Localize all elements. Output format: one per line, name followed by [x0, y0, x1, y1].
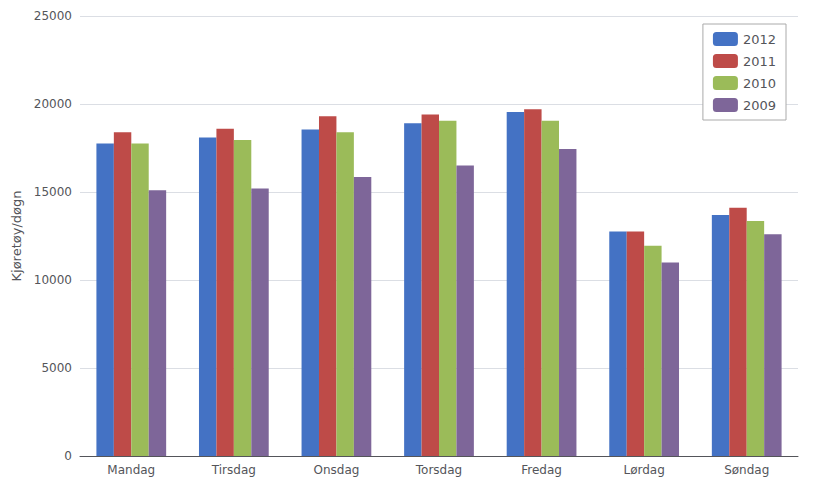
svg-text:Torsdag: Torsdag [415, 463, 462, 477]
svg-text:2009: 2009 [743, 98, 776, 113]
svg-text:0: 0 [64, 449, 72, 463]
svg-text:Fredag: Fredag [521, 463, 562, 477]
svg-text:2010: 2010 [743, 76, 776, 91]
svg-text:5000: 5000 [41, 361, 72, 375]
svg-text:Lørdag: Lørdag [623, 463, 664, 477]
svg-text:Tirsdag: Tirsdag [211, 463, 256, 477]
svg-text:20000: 20000 [34, 97, 72, 111]
svg-text:Kjøretøy/døgn: Kjøretøy/døgn [9, 191, 24, 282]
svg-text:Mandag: Mandag [107, 463, 155, 477]
svg-text:25000: 25000 [34, 9, 72, 23]
svg-text:Onsdag: Onsdag [313, 463, 359, 477]
svg-text:2012: 2012 [743, 32, 776, 47]
svg-text:Søndag: Søndag [724, 463, 769, 477]
svg-text:2011: 2011 [743, 54, 776, 69]
svg-text:10000: 10000 [34, 273, 72, 287]
svg-text:15000: 15000 [34, 185, 72, 199]
